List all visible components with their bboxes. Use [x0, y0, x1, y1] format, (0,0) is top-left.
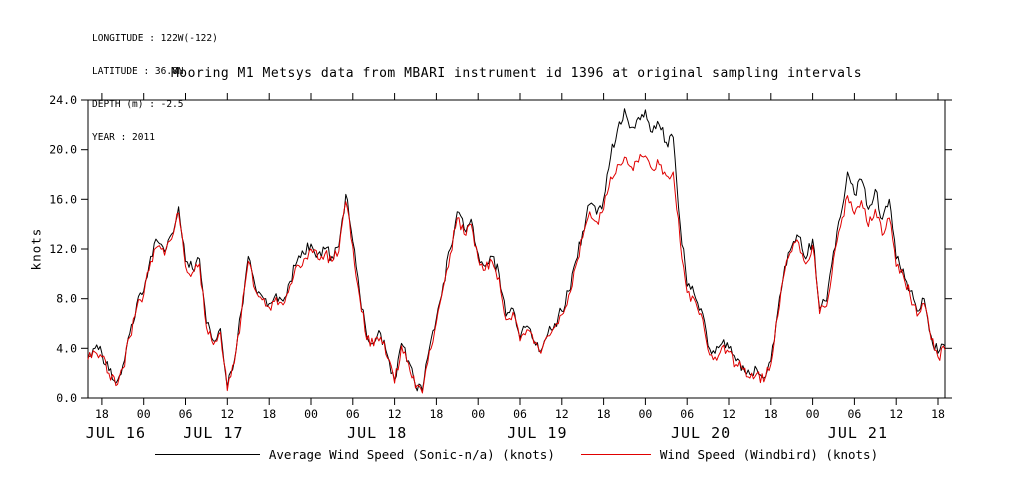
svg-text:18: 18: [262, 407, 276, 421]
svg-text:00: 00: [137, 407, 151, 421]
svg-text:JUL 19: JUL 19: [507, 424, 567, 442]
svg-text:18: 18: [597, 407, 611, 421]
svg-text:18: 18: [931, 407, 945, 421]
svg-text:00: 00: [471, 407, 485, 421]
windbird-line-swatch: [580, 454, 651, 455]
sonic-line-swatch: [154, 454, 260, 455]
svg-text:12: 12: [388, 407, 402, 421]
svg-text:12: 12: [555, 407, 569, 421]
svg-text:12: 12: [722, 407, 736, 421]
svg-text:00: 00: [806, 407, 820, 421]
svg-text:0.0: 0.0: [56, 391, 77, 405]
chart-title: Mooring M1 Metsys data from MBARI instru…: [170, 66, 863, 81]
svg-text:00: 00: [304, 407, 318, 421]
svg-text:JUL 17: JUL 17: [183, 424, 243, 442]
windbird-legend-label: Wind Speed (Windbird) (knots): [659, 447, 879, 462]
svg-text:24.0: 24.0: [49, 93, 77, 107]
svg-text:8.0: 8.0: [56, 292, 77, 306]
svg-text:06: 06: [680, 407, 694, 421]
svg-text:20.0: 20.0: [49, 143, 77, 157]
svg-text:18: 18: [429, 407, 443, 421]
svg-text:06: 06: [847, 407, 861, 421]
svg-text:JUL 20: JUL 20: [671, 424, 731, 442]
svg-text:18: 18: [764, 407, 778, 421]
legend-item-sonic: Average Wind Speed (Sonic-n/a) (knots): [154, 447, 555, 462]
svg-text:JUL 18: JUL 18: [347, 424, 407, 442]
header-longitude: LONGITUDE : 122W(-122): [92, 33, 218, 44]
svg-text:12.0: 12.0: [49, 242, 77, 256]
svg-text:12: 12: [889, 407, 903, 421]
svg-text:12: 12: [220, 407, 234, 421]
header-info: LONGITUDE : 122W(-122) LATITUDE : 36.8N …: [92, 11, 218, 154]
svg-text:00: 00: [638, 407, 652, 421]
svg-text:06: 06: [513, 407, 527, 421]
legend: Average Wind Speed (Sonic-n/a) (knots) W…: [88, 447, 945, 462]
legend-item-windbird: Wind Speed (Windbird) (knots): [580, 447, 879, 462]
svg-text:06: 06: [346, 407, 360, 421]
header-depth: DEPTH (m) : -2.5: [92, 99, 184, 110]
svg-text:16.0: 16.0: [49, 192, 77, 206]
svg-text:JUL 21: JUL 21: [828, 424, 888, 442]
header-year: YEAR : 2011: [92, 132, 155, 143]
svg-text:18: 18: [95, 407, 109, 421]
svg-text:JUL 16: JUL 16: [86, 424, 146, 442]
svg-text:06: 06: [179, 407, 193, 421]
svg-text:4.0: 4.0: [56, 341, 77, 355]
sonic-legend-label: Average Wind Speed (Sonic-n/a) (knots): [268, 447, 555, 462]
header-latitude: LATITUDE : 36.8N: [92, 66, 184, 77]
